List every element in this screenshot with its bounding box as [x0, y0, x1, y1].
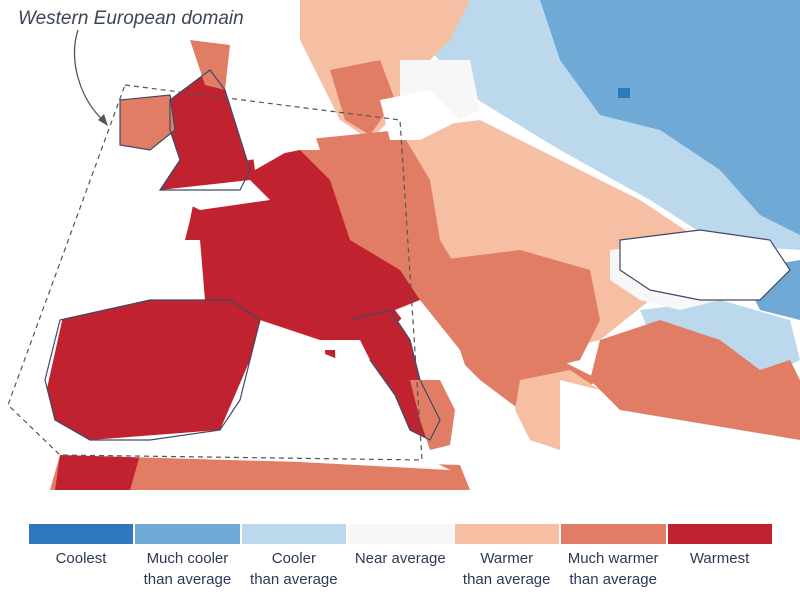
coastline-black-sea — [619, 229, 791, 301]
coastline-italy — [349, 309, 441, 441]
temperature-anomaly-map: Western European domain — [0, 0, 800, 490]
annotation-arrow — [73, 29, 106, 123]
annotation-arrowhead — [98, 114, 108, 126]
western-european-domain-boundary — [7, 84, 423, 461]
english-channel — [160, 180, 270, 210]
much-warmer-region-ireland — [120, 95, 175, 150]
coolest-cell — [618, 88, 630, 98]
legend-swatch — [135, 524, 240, 544]
legend-label: Warmest — [689, 550, 750, 567]
coastline-uk — [158, 69, 251, 191]
legend-swatch — [241, 524, 347, 544]
legend-label: Cooler than average — [250, 550, 338, 588]
map-legend: Coolest Much cooler than average Cooler th… — [29, 524, 774, 594]
aegean-sea — [560, 380, 600, 450]
map-canvas — [0, 0, 800, 490]
legend-label: Much warmer than average — [567, 550, 659, 588]
mediterranean-sea-west — [60, 340, 450, 470]
much-warmer-region-scotland-north — [190, 40, 230, 90]
atlantic-ocean-west — [0, 0, 120, 440]
warmest-region-iberia — [45, 300, 260, 440]
legend-swatch — [667, 524, 772, 544]
legend-swatch — [29, 524, 134, 544]
much-warmer-region-sweden — [330, 60, 395, 135]
much-warmer-region-turkey — [590, 320, 800, 440]
warmest-region-morocco — [55, 455, 140, 490]
legend-swatch — [561, 524, 666, 544]
legend-swatch — [454, 524, 560, 544]
coolest-patch-russia — [600, 0, 800, 160]
legend-swatch — [348, 524, 453, 544]
bay-of-biscay — [110, 240, 205, 300]
much-warmer-region-south-italy — [410, 380, 455, 450]
much-warmer-region-balkans — [440, 250, 600, 370]
legend-label: Coolest — [55, 550, 107, 567]
baltic-sea — [380, 90, 460, 140]
north-sea — [245, 90, 320, 170]
black-sea — [620, 230, 790, 300]
legend-label: Warmer than average — [462, 550, 551, 588]
legend-label: Near average — [354, 550, 446, 567]
coastline-ireland — [119, 94, 176, 151]
legend-label: Much cooler than average — [143, 550, 232, 588]
western-european-domain-label: Western European domain — [18, 8, 244, 29]
adriatic-sea — [395, 300, 470, 380]
coastline-iberia — [44, 299, 261, 441]
